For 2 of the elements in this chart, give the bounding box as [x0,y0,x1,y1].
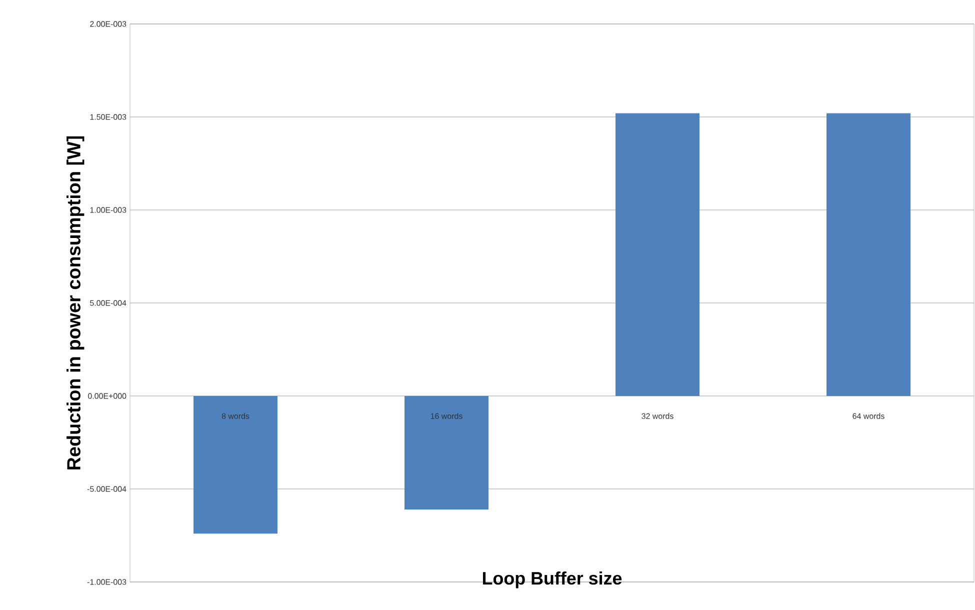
y-axis-title: Reduction in power consumption [W] [66,136,84,470]
x-axis-title: Loop Buffer size [482,572,622,588]
